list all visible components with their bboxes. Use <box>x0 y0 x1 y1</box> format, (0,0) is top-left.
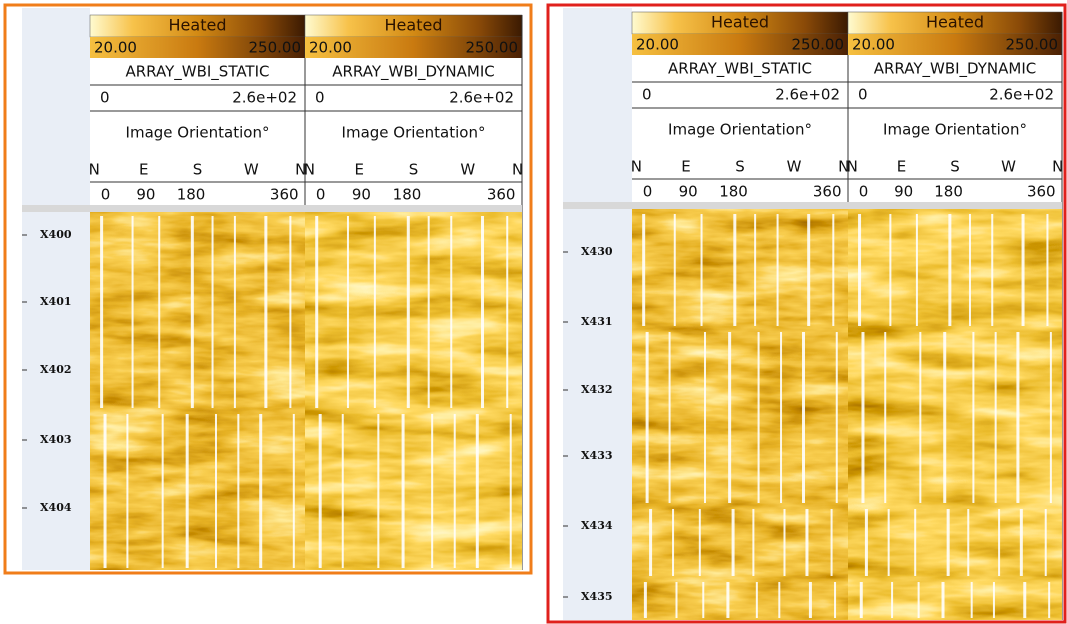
compass-label: W <box>244 161 259 179</box>
scale-max: 2.6e+02 <box>989 86 1054 104</box>
degree-label: 180 <box>934 183 963 201</box>
orientation-title: Image Orientation° <box>342 124 486 142</box>
degree-label: 360 <box>487 186 516 204</box>
log-view: Heated 20.00 250.00 ARRAY_WBI_STATIC 0 2.6e+0… <box>0 0 1067 624</box>
compass-label: E <box>681 158 690 176</box>
depth-label: X404 <box>40 501 72 514</box>
scale-max: 2.6e+02 <box>775 86 840 104</box>
depth-label: X435 <box>581 590 613 603</box>
compass-label: E <box>139 161 148 179</box>
log-panel: Heated 20.00 250.00 ARRAY_WBI_STATIC 0 2.6e+0… <box>548 5 1065 622</box>
depth-label: X401 <box>40 295 72 308</box>
degree-label: 180 <box>177 186 206 204</box>
borehole-image <box>632 209 848 620</box>
compass-label: S <box>950 158 960 176</box>
degree-label: 360 <box>270 186 299 204</box>
depth-label: X433 <box>581 449 613 462</box>
track-name: ARRAY_WBI_DYNAMIC <box>874 60 1037 79</box>
range-max: 250.00 <box>1006 36 1059 54</box>
degree-label: 180 <box>719 183 748 201</box>
page: {"panels": [ {"depth_labels": ["X400", "… <box>0 0 1067 624</box>
range-min: 20.00 <box>309 39 352 57</box>
orientation-title: Image Orientation° <box>668 121 812 139</box>
depth-label: X432 <box>581 383 613 396</box>
depth-label: X431 <box>581 315 613 328</box>
depth-column <box>22 8 90 570</box>
orientation-title: Image Orientation° <box>883 121 1027 139</box>
depth-label: X400 <box>40 228 72 241</box>
scale-min: 0 <box>315 89 325 107</box>
compass-label: E <box>897 158 906 176</box>
degree-label: 180 <box>393 186 422 204</box>
depth-label: X434 <box>581 519 613 532</box>
depth-label: X430 <box>581 245 613 258</box>
compass-label: N <box>89 161 100 179</box>
scale-max: 2.6e+02 <box>449 89 514 107</box>
compass-label: N <box>847 158 858 176</box>
range-min: 20.00 <box>94 39 137 57</box>
range-max: 250.00 <box>249 39 302 57</box>
degree-label: 0 <box>101 186 111 204</box>
depth-label: X403 <box>40 433 72 446</box>
range-max: 250.00 <box>792 36 845 54</box>
compass-label: W <box>460 161 475 179</box>
degree-label: 0 <box>859 183 869 201</box>
track-name: ARRAY_WBI_STATIC <box>126 63 270 82</box>
orientation-title: Image Orientation° <box>126 124 270 142</box>
scale-max: 2.6e+02 <box>232 89 297 107</box>
range-min: 20.00 <box>636 36 679 54</box>
scale-min: 0 <box>642 86 652 104</box>
palette-name: Heated <box>169 16 227 35</box>
scale-min: 0 <box>858 86 868 104</box>
palette-name: Heated <box>711 13 769 32</box>
borehole-image <box>848 209 1062 620</box>
borehole-image <box>305 212 522 570</box>
degree-label: 90 <box>894 183 913 201</box>
compass-label: S <box>409 161 419 179</box>
degree-label: 360 <box>813 183 842 201</box>
scale-min: 0 <box>100 89 110 107</box>
compass-label: S <box>735 158 745 176</box>
compass-label: N <box>304 161 315 179</box>
degree-label: 90 <box>679 183 698 201</box>
range-max: 250.00 <box>466 39 519 57</box>
header-separator <box>22 205 522 212</box>
header-separator <box>563 202 1062 209</box>
borehole-image <box>90 212 305 570</box>
palette-name: Heated <box>385 16 443 35</box>
compass-label: E <box>355 161 364 179</box>
degree-label: 360 <box>1027 183 1056 201</box>
depth-label: X402 <box>40 363 72 376</box>
compass-label: W <box>787 158 802 176</box>
compass-label: W <box>1001 158 1016 176</box>
palette-name: Heated <box>926 13 984 32</box>
compass-label: N <box>631 158 642 176</box>
log-panel: Heated 20.00 250.00 ARRAY_WBI_STATIC 0 2.6e+0… <box>5 5 531 573</box>
degree-label: 90 <box>136 186 155 204</box>
track-name: ARRAY_WBI_STATIC <box>668 60 812 79</box>
degree-label: 90 <box>352 186 371 204</box>
degree-label: 0 <box>316 186 326 204</box>
compass-label: S <box>193 161 203 179</box>
range-min: 20.00 <box>852 36 895 54</box>
degree-label: 0 <box>643 183 653 201</box>
track-name: ARRAY_WBI_DYNAMIC <box>332 63 495 82</box>
